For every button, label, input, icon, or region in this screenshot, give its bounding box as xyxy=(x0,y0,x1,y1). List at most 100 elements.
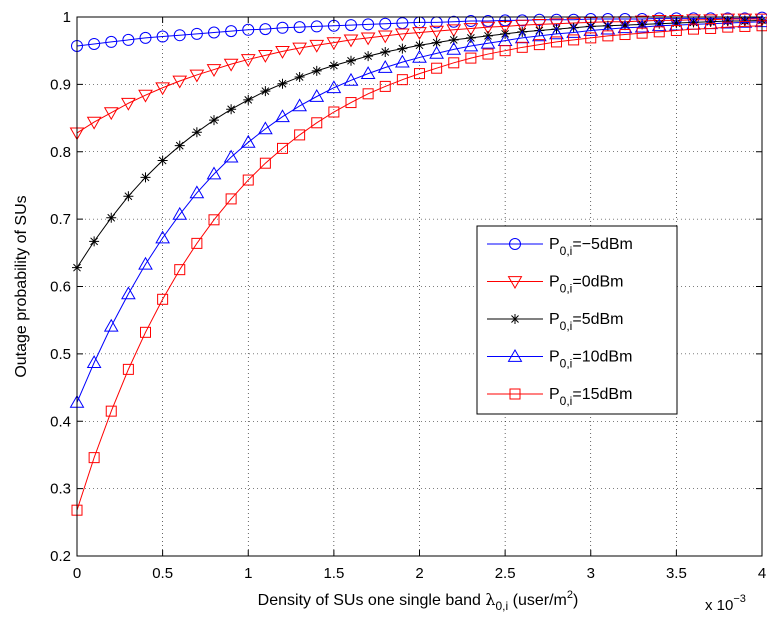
x-axis-multiplier-exp: −3 xyxy=(733,593,746,605)
data-point xyxy=(363,51,374,62)
legend-item: P0,i=−5dBm xyxy=(487,236,633,258)
data-point xyxy=(172,206,188,220)
series-line xyxy=(76,18,762,134)
data-point xyxy=(226,104,237,115)
data-point xyxy=(703,14,718,28)
data-point xyxy=(328,60,339,71)
data-point xyxy=(705,16,716,27)
data-point xyxy=(242,23,255,36)
data-point xyxy=(276,21,289,34)
data-point xyxy=(669,14,684,28)
data-point xyxy=(617,20,633,34)
series-15dbm xyxy=(71,20,767,516)
data-point xyxy=(568,22,579,33)
data-point xyxy=(343,34,359,48)
data-point xyxy=(482,15,494,28)
data-point xyxy=(225,25,238,38)
data-point xyxy=(379,17,392,30)
x-tick-label: 3.5 xyxy=(666,565,687,582)
data-point xyxy=(345,97,357,109)
data-point xyxy=(189,69,205,83)
data-point xyxy=(309,39,325,53)
legend-item: P0,i=0dBm xyxy=(487,274,624,296)
y-tick-label: 0.2 xyxy=(50,548,71,565)
data-point xyxy=(292,98,307,112)
data-point xyxy=(654,18,665,29)
data-point xyxy=(669,17,684,31)
data-point xyxy=(362,18,375,31)
data-point xyxy=(310,20,323,33)
legend-marker xyxy=(510,314,520,324)
data-point xyxy=(259,23,272,36)
series-line xyxy=(76,21,763,403)
legend-label: P0,i=−5dBm xyxy=(549,236,633,258)
data-point xyxy=(138,89,153,103)
data-point xyxy=(189,185,205,199)
legend-label-main: P xyxy=(549,274,560,291)
data-point xyxy=(671,18,682,29)
y-tick-label: 0.5 xyxy=(50,346,71,363)
data-point xyxy=(686,14,701,28)
data-point xyxy=(447,15,460,28)
legend-label: P0,i=15dBm xyxy=(549,386,632,408)
legend-label: P0,i=10dBm xyxy=(549,349,632,371)
data-point xyxy=(346,55,356,66)
data-point xyxy=(121,97,136,111)
y-tick-label: 0.3 xyxy=(50,481,71,498)
data-point xyxy=(705,22,717,34)
legend-label-rest: =10dBm xyxy=(572,349,632,366)
series-layer xyxy=(69,11,767,516)
data-point xyxy=(277,78,288,89)
data-point xyxy=(722,21,734,33)
x-axis-label-unit-open: (user/m xyxy=(508,592,567,609)
data-point xyxy=(549,18,564,32)
data-point xyxy=(105,405,117,417)
data-point xyxy=(174,264,186,276)
data-point xyxy=(448,57,460,69)
legend-label-main: P xyxy=(549,349,560,366)
y-tick-label: 1 xyxy=(63,9,71,26)
data-point xyxy=(258,121,273,135)
data-point xyxy=(208,214,220,226)
data-point xyxy=(377,60,393,73)
y-tick-label: 0.8 xyxy=(50,144,71,161)
legend-marker xyxy=(507,276,523,290)
data-point xyxy=(620,20,630,31)
data-point xyxy=(619,29,631,41)
data-point xyxy=(311,117,323,129)
x-axis-label-unit-sup: 2 xyxy=(567,589,573,601)
data-point xyxy=(534,25,545,36)
data-point xyxy=(225,193,237,205)
data-point xyxy=(223,149,239,163)
data-point xyxy=(259,157,271,169)
data-point xyxy=(191,127,202,138)
data-point xyxy=(173,29,186,42)
data-point xyxy=(499,14,512,27)
y-tick-label: 0.7 xyxy=(50,211,71,228)
legend-label-rest: =5dBm xyxy=(572,311,623,328)
y-tick-label: 0.4 xyxy=(50,413,71,430)
data-point xyxy=(397,43,408,54)
data-point xyxy=(157,155,168,166)
data-point xyxy=(155,82,170,96)
data-point xyxy=(157,293,169,305)
legend-item: P0,i=5dBm xyxy=(487,311,624,333)
data-point xyxy=(395,54,410,68)
data-point xyxy=(206,166,222,180)
data-point xyxy=(240,54,256,67)
data-point xyxy=(379,80,391,92)
data-point xyxy=(122,33,135,46)
legend-label-rest: =15dBm xyxy=(572,386,632,403)
legend-label-sub: 0,i xyxy=(560,319,573,333)
legend-marker xyxy=(509,388,521,400)
x-axis-label-unit-close: ) xyxy=(573,592,578,609)
data-point xyxy=(670,24,682,36)
legend-label: P0,i=0dBm xyxy=(549,274,624,296)
legend-item: P0,i=10dBm xyxy=(487,349,632,371)
data-point xyxy=(414,40,425,51)
data-point xyxy=(551,24,562,35)
data-point xyxy=(651,18,667,32)
data-point xyxy=(260,86,271,97)
data-point xyxy=(103,107,119,121)
